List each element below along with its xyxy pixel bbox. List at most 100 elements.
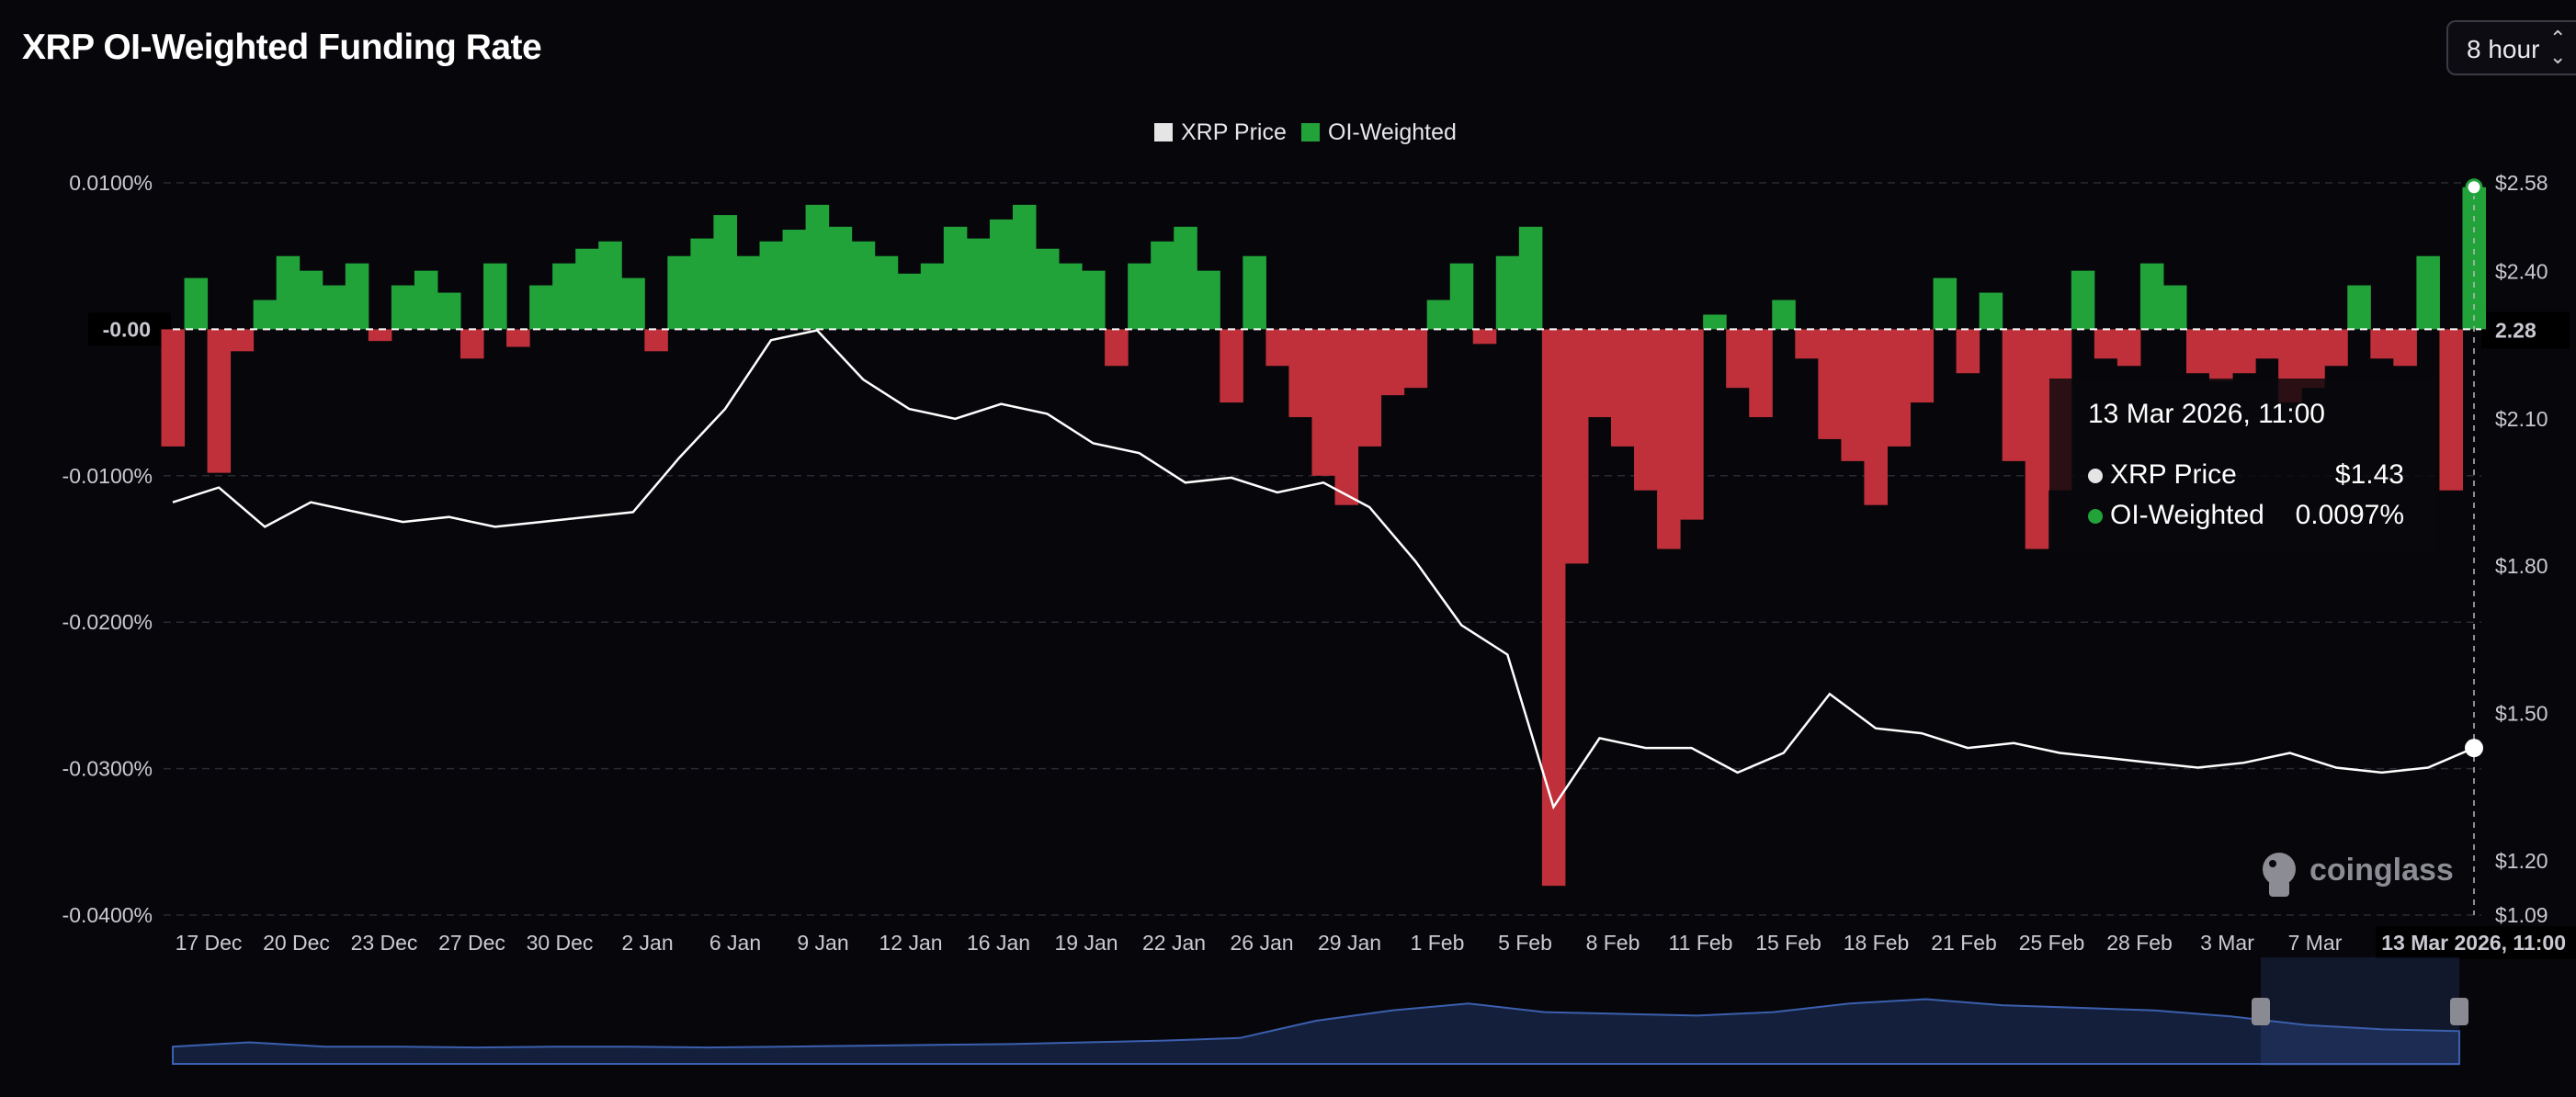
period-select[interactable]: 8 hour ⌃ ⌄ xyxy=(2446,20,2576,75)
funding-bar xyxy=(1933,277,1958,330)
x-tick-label: 20 Dec xyxy=(263,931,330,955)
funding-bar xyxy=(299,270,323,330)
x-tick-label: 3 Mar xyxy=(2200,931,2254,955)
y-left-tick-label: -0.0300% xyxy=(62,757,153,781)
y-left-zero-label: -0.00 xyxy=(103,317,151,341)
y-right-tick-label: $1.80 xyxy=(2495,554,2548,578)
legend-swatch-price xyxy=(1154,123,1173,141)
funding-bar xyxy=(2162,285,2187,330)
funding-bar xyxy=(1243,255,1266,330)
y-left-tick-label: -0.0100% xyxy=(62,464,153,488)
funding-bar xyxy=(1703,314,1727,330)
funding-bar xyxy=(1197,270,1220,330)
funding-bar xyxy=(322,285,346,330)
coinglass-logo-icon xyxy=(2263,853,2296,897)
funding-bar xyxy=(437,292,461,330)
legend-label-price: XRP Price xyxy=(1181,119,1287,145)
funding-bar xyxy=(1611,329,1635,447)
funding-bar xyxy=(2255,329,2279,359)
funding-bar xyxy=(2025,329,2049,549)
legend-label-funding: OI-Weighted xyxy=(1328,119,1457,145)
x-cursor-bg xyxy=(2376,926,2576,959)
funding-bar xyxy=(1726,329,1750,389)
funding-bar xyxy=(2232,329,2256,374)
x-tick-label: 29 Jan xyxy=(1318,931,1381,955)
funding-bar xyxy=(1634,329,1658,491)
funding-bar xyxy=(161,329,186,447)
funding-bar xyxy=(782,230,807,330)
x-tick-label: 8 Feb xyxy=(1586,931,1640,955)
funding-bar xyxy=(368,329,392,342)
price-dot-icon xyxy=(2088,469,2103,484)
price-line xyxy=(172,329,2475,810)
funding-bar xyxy=(2416,255,2440,330)
watermark-text: coinglass xyxy=(2309,853,2454,888)
tooltip-row-funding: OI-Weighted 0.0097% xyxy=(2088,500,2446,531)
x-tick-label: 7 Mar xyxy=(2288,931,2343,955)
y-right-cursor-label: 2.28 xyxy=(2495,318,2536,342)
funding-bar xyxy=(736,255,761,330)
funding-bar xyxy=(828,226,853,330)
funding-bar xyxy=(1864,329,1888,505)
funding-bar xyxy=(1403,329,1428,389)
funding-bar xyxy=(483,263,507,330)
funding-bar xyxy=(851,241,876,330)
funding-bar xyxy=(2347,285,2371,330)
funding-bar xyxy=(1151,241,1175,330)
funding-bar xyxy=(2002,329,2026,461)
y-left-tick-label: -0.0200% xyxy=(62,610,153,634)
y-right-tick-label: $1.20 xyxy=(2495,849,2548,873)
x-tick-label: 1 Feb xyxy=(1411,931,1465,955)
page-title: XRP OI-Weighted Funding Rate xyxy=(22,28,542,67)
funding-bar xyxy=(1749,329,1773,418)
funding-bar xyxy=(759,241,784,330)
funding-bar xyxy=(598,241,622,330)
x-tick-label: 30 Dec xyxy=(527,931,594,955)
x-tick-label: 19 Jan xyxy=(1054,931,1118,955)
funding-bar xyxy=(1564,329,1589,564)
y-right-tick-label: $1.50 xyxy=(2495,702,2548,726)
x-tick-label: 11 Feb xyxy=(1669,931,1733,955)
y-right-tick-label: $1.09 xyxy=(2495,903,2548,927)
tooltip-price-value: $1.43 xyxy=(2334,459,2404,490)
funding-bar xyxy=(1795,329,1819,359)
x-cursor-label: 13 Mar 2026, 11:00 xyxy=(2381,931,2566,955)
x-tick-label: 12 Jan xyxy=(879,931,942,955)
funding-bar xyxy=(1012,204,1037,330)
navigator-handle-right[interactable] xyxy=(2450,998,2468,1025)
funding-bar xyxy=(506,329,530,347)
y-right-tick-label: $2.40 xyxy=(2495,259,2548,283)
funding-bar xyxy=(345,263,369,330)
funding-bar xyxy=(2139,263,2164,330)
funding-bar xyxy=(2116,329,2141,367)
funding-bar xyxy=(1887,329,1912,447)
x-tick-label: 26 Jan xyxy=(1230,931,1293,955)
funding-bar xyxy=(1518,226,1543,330)
x-tick-label: 2 Jan xyxy=(621,931,673,955)
cursor-point-price xyxy=(2465,739,2483,758)
chart-tooltip: 13 Mar 2026, 11:00 XRP Price $1.43 OI-We… xyxy=(2049,379,2435,553)
navigator-handle-left[interactable] xyxy=(2252,998,2270,1025)
funding-bar xyxy=(2094,329,2118,359)
x-tick-label: 6 Jan xyxy=(709,931,761,955)
funding-bar xyxy=(253,300,278,330)
funding-bar xyxy=(1956,329,1980,374)
funding-bar xyxy=(1128,263,1152,330)
x-tick-label: 25 Feb xyxy=(2019,931,2085,955)
funding-bar xyxy=(1495,255,1520,330)
funding-bar xyxy=(1472,329,1497,345)
tooltip-funding-value: 0.0097% xyxy=(2295,500,2404,530)
y-right-tick-label: $2.58 xyxy=(2495,171,2548,195)
y-left-tick-label: -0.0400% xyxy=(62,903,153,927)
navigator-selection xyxy=(2261,957,2459,1066)
funding-bar xyxy=(230,329,255,352)
funding-bar xyxy=(690,238,714,330)
y-right-cursor-bg xyxy=(2481,311,2570,349)
funding-bar xyxy=(943,226,968,330)
x-tick-label: 23 Dec xyxy=(351,931,418,955)
funding-bar xyxy=(1841,329,1865,461)
funding-bar xyxy=(2071,270,2095,330)
period-select-label: 8 hour xyxy=(2467,35,2540,63)
funding-bar xyxy=(2324,329,2348,367)
